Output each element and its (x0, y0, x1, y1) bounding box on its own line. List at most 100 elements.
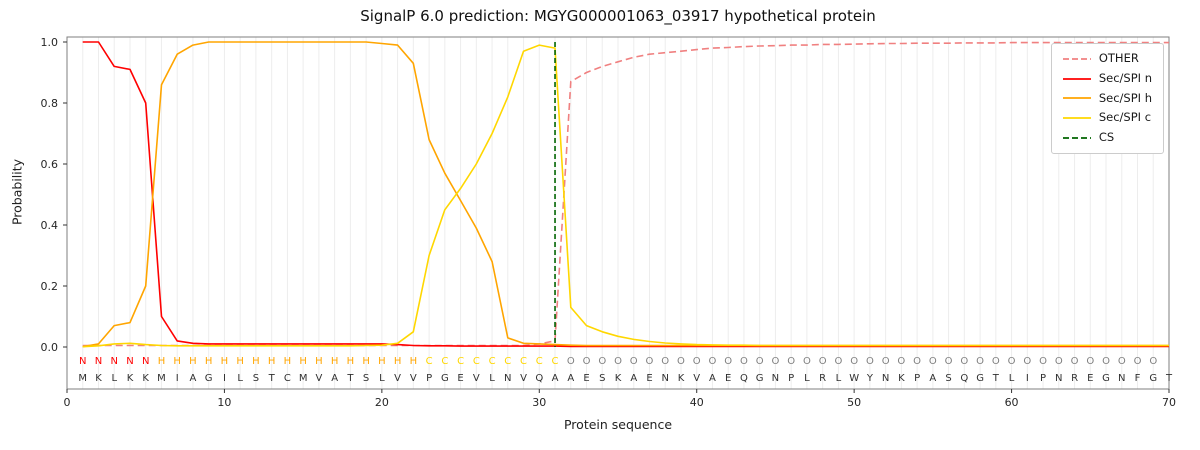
region-label: O (693, 356, 701, 367)
region-label: C (426, 356, 433, 367)
sequence-letter: T (346, 373, 354, 384)
sequence-letter: P (788, 373, 794, 384)
sequence-letter: K (615, 373, 622, 384)
sequence-letter: L (1009, 373, 1015, 384)
sequence-letter: A (331, 373, 338, 384)
sequence-letter: L (804, 373, 810, 384)
legend-entry-cs: CS (1062, 130, 1152, 145)
sequence-letter: E (1087, 373, 1093, 384)
legend-line-swatch (1062, 57, 1091, 60)
sequence-letter: K (678, 373, 685, 384)
region-label: H (331, 356, 339, 367)
sequence-letter: E (646, 373, 652, 384)
sequence-letter: W (849, 373, 859, 384)
sequence-letter: T (268, 373, 276, 384)
sequence-letter: L (836, 373, 842, 384)
sequence-letter: I (176, 373, 179, 384)
sequence-letter: T (992, 373, 1000, 384)
y-tick-label: 0.0 (41, 341, 59, 354)
sequence-letter: Q (740, 373, 748, 384)
region-label: O (1039, 356, 1047, 367)
legend-entry-sec-spi-n: Sec/SPI n (1062, 71, 1152, 86)
sequence-letter: S (363, 373, 369, 384)
region-label: O (1118, 356, 1126, 367)
region-label: O (866, 356, 874, 367)
sequence-letter: M (157, 373, 166, 384)
region-label: O (1134, 356, 1142, 367)
region-label: N (142, 356, 149, 367)
legend-label: Sec/SPI h (1098, 90, 1152, 105)
series-line-sec-spi-c (82, 44, 1169, 348)
sequence-letter: Q (535, 373, 543, 384)
sequence-letter: G (1149, 373, 1157, 384)
region-label: O (567, 356, 575, 367)
region-label: O (598, 356, 606, 367)
region-label: H (394, 356, 402, 367)
legend-line-swatch (1062, 77, 1091, 80)
sequence-letter: R (819, 373, 826, 384)
sequence-letter: C (284, 373, 291, 384)
region-label: O (945, 356, 953, 367)
region-label: N (110, 356, 117, 367)
sequence-letter: S (945, 373, 951, 384)
sequence-letter: A (567, 373, 574, 384)
x-tick-label: 20 (375, 396, 389, 409)
region-label: O (850, 356, 858, 367)
region-label: H (221, 356, 229, 367)
sequence-letter: G (441, 373, 449, 384)
sequence-letter: P (426, 373, 432, 384)
sequence-letter: L (237, 373, 243, 384)
y-tick-label: 0.2 (41, 280, 59, 293)
legend-entry-sec-spi-c: Sec/SPI c (1062, 110, 1152, 125)
y-tick-label: 0.6 (41, 158, 59, 171)
sequence-letter: V (693, 373, 700, 384)
region-label: O (661, 356, 669, 367)
sequence-letter: I (223, 373, 226, 384)
legend-label: CS (1098, 130, 1115, 145)
sequence-letter: E (583, 373, 589, 384)
legend-line-swatch (1062, 117, 1091, 120)
legend-entry-sec-spi-h: Sec/SPI h (1062, 90, 1152, 106)
sequence-letter: K (95, 373, 102, 384)
sequence-letter: K (127, 373, 134, 384)
x-axis-label: Protein sequence (563, 417, 673, 432)
series-line-other (82, 41, 1169, 347)
region-label: H (284, 356, 292, 367)
sequence-letter: S (599, 373, 605, 384)
sequence-letter: L (379, 373, 385, 384)
sequence-letter: T (1165, 373, 1173, 384)
region-label: O (787, 356, 795, 367)
region-label: H (362, 356, 370, 367)
region-label: C (504, 356, 511, 367)
sequence-letter: P (914, 373, 920, 384)
region-label: O (740, 356, 748, 367)
region-label: C (536, 356, 543, 367)
region-label: O (819, 356, 827, 367)
region-label: H (236, 356, 244, 367)
legend-entry-other: OTHER (1062, 51, 1152, 66)
region-label: C (489, 356, 496, 367)
sequence-letter: N (504, 373, 511, 384)
sequence-letter: Q (960, 373, 968, 384)
sequence-letter: P (1040, 373, 1046, 384)
sequence-letter: N (882, 373, 889, 384)
y-tick-label: 0.4 (41, 219, 59, 232)
legend-label: Sec/SPI c (1098, 110, 1152, 125)
sequence-letter: A (190, 373, 197, 384)
sequence-letter: R (1071, 373, 1078, 384)
region-label: O (897, 356, 905, 367)
x-tick-label: 10 (217, 396, 231, 409)
region-label: O (929, 356, 937, 367)
x-tick-label: 40 (690, 396, 704, 409)
sequence-letter: N (661, 373, 668, 384)
region-label: O (834, 356, 842, 367)
region-label: H (268, 356, 276, 367)
region-label: O (709, 356, 717, 367)
y-tick-label: 0.8 (41, 97, 59, 110)
region-label: O (646, 356, 654, 367)
sequence-letter: G (976, 373, 984, 384)
sequence-letter: A (630, 373, 637, 384)
sequence-letter: K (898, 373, 905, 384)
series-line-sec-spi-n (82, 41, 1169, 348)
sequence-letter: M (78, 373, 87, 384)
